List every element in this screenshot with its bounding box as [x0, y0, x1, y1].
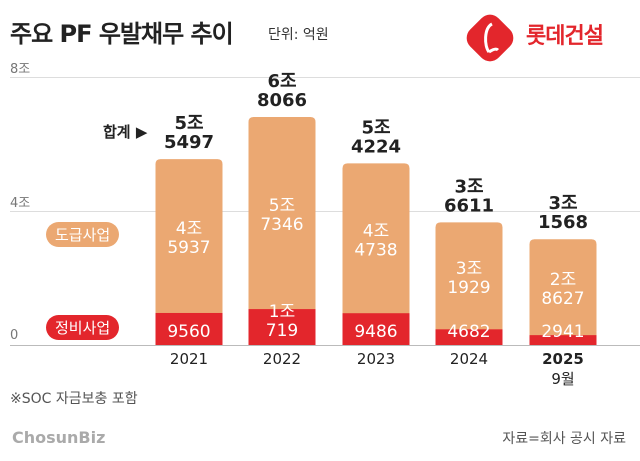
x-tick: 2024: [449, 350, 489, 368]
x-tick: 2023: [356, 350, 396, 368]
x-tick: 2022: [262, 350, 302, 368]
gridline: [10, 211, 640, 212]
bar-dogeup: [248, 116, 316, 346]
bar-jeongbi: [342, 313, 410, 345]
y-tick: 0: [10, 328, 19, 343]
jeongbi-label: 9560: [167, 322, 210, 342]
bar-dogeup: [342, 163, 410, 345]
bar-jeongbi: [529, 335, 597, 345]
total-label: 5조 5497: [164, 113, 214, 153]
jeongbi-label: 4682: [447, 322, 490, 342]
total-label: 3조 6611: [444, 176, 494, 216]
x-tick: 2021: [169, 350, 209, 368]
credit-logo: ChosunBiz: [12, 428, 106, 447]
total-label: 3조 1568: [538, 193, 588, 233]
total-legend: 합계 ▶: [103, 123, 148, 141]
legend-dogeup: 도급사업: [46, 222, 120, 247]
legend-jeongbi: 정비사업: [46, 315, 120, 340]
dogeup-label: 4조 5937: [167, 219, 210, 258]
x-tick: 2025 9월: [523, 350, 603, 389]
dogeup-label: 3조 1929: [447, 259, 490, 298]
y-tick: 8조: [10, 62, 31, 77]
gridline: [10, 77, 640, 78]
bar-dogeup: [155, 159, 223, 345]
lotte-logo-icon: [466, 14, 514, 62]
unit-label: 단위: 억원: [268, 27, 329, 43]
brand-name: 롯데건설: [526, 24, 604, 49]
bar-dogeup: [435, 222, 503, 345]
x-sublabel: 9월: [551, 370, 575, 388]
chart-title: 주요 PF 우발채무 추이: [10, 20, 234, 48]
jeongbi-label: 1조 719: [266, 302, 298, 341]
total-label: 5조 4224: [351, 117, 401, 157]
y-tick: 4조: [10, 196, 31, 211]
bar-dogeup: [529, 239, 597, 345]
jeongbi-label: 9486: [354, 322, 397, 342]
footnote: ※SOC 자금보충 포함: [10, 391, 138, 407]
baseline: [10, 345, 640, 346]
dogeup-label: 4조 4738: [354, 221, 397, 260]
total-label: 6조 8066: [257, 71, 307, 111]
dogeup-label: 2조 8627: [541, 270, 584, 309]
jeongbi-label: 2941: [541, 322, 584, 342]
bar-jeongbi: [248, 309, 316, 345]
bar-jeongbi: [435, 329, 503, 345]
source: 자료=회사 공시 자료: [502, 431, 626, 447]
bar-jeongbi: [155, 312, 223, 345]
dogeup-label: 5조 7346: [260, 196, 303, 235]
